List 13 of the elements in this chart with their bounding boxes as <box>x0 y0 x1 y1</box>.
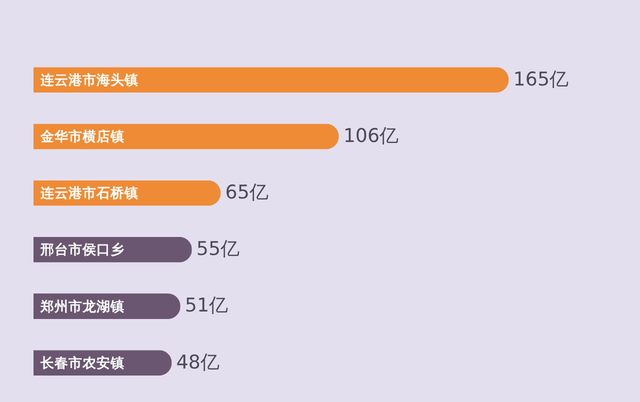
bar <box>33 67 509 93</box>
data-label: 65亿 <box>225 182 268 204</box>
data-label: 48亿 <box>176 351 220 374</box>
y-tick-label: 长春市农安镇 <box>40 354 125 372</box>
y-tick-label: 邢台市侯口乡 <box>40 241 125 258</box>
data-label: 106亿 <box>343 124 399 147</box>
y-tick-label: 连云港市石桥镇 <box>40 184 139 202</box>
data-label: 55亿 <box>196 238 240 260</box>
y-tick-label: 连云港市海头镇 <box>40 71 139 88</box>
y-tick-label: 金华市横店镇 <box>40 128 125 145</box>
y-tick-label: 郑州市龙湖镇 <box>40 298 125 315</box>
data-label: 165亿 <box>513 68 569 90</box>
data-label: 51亿 <box>184 294 228 317</box>
